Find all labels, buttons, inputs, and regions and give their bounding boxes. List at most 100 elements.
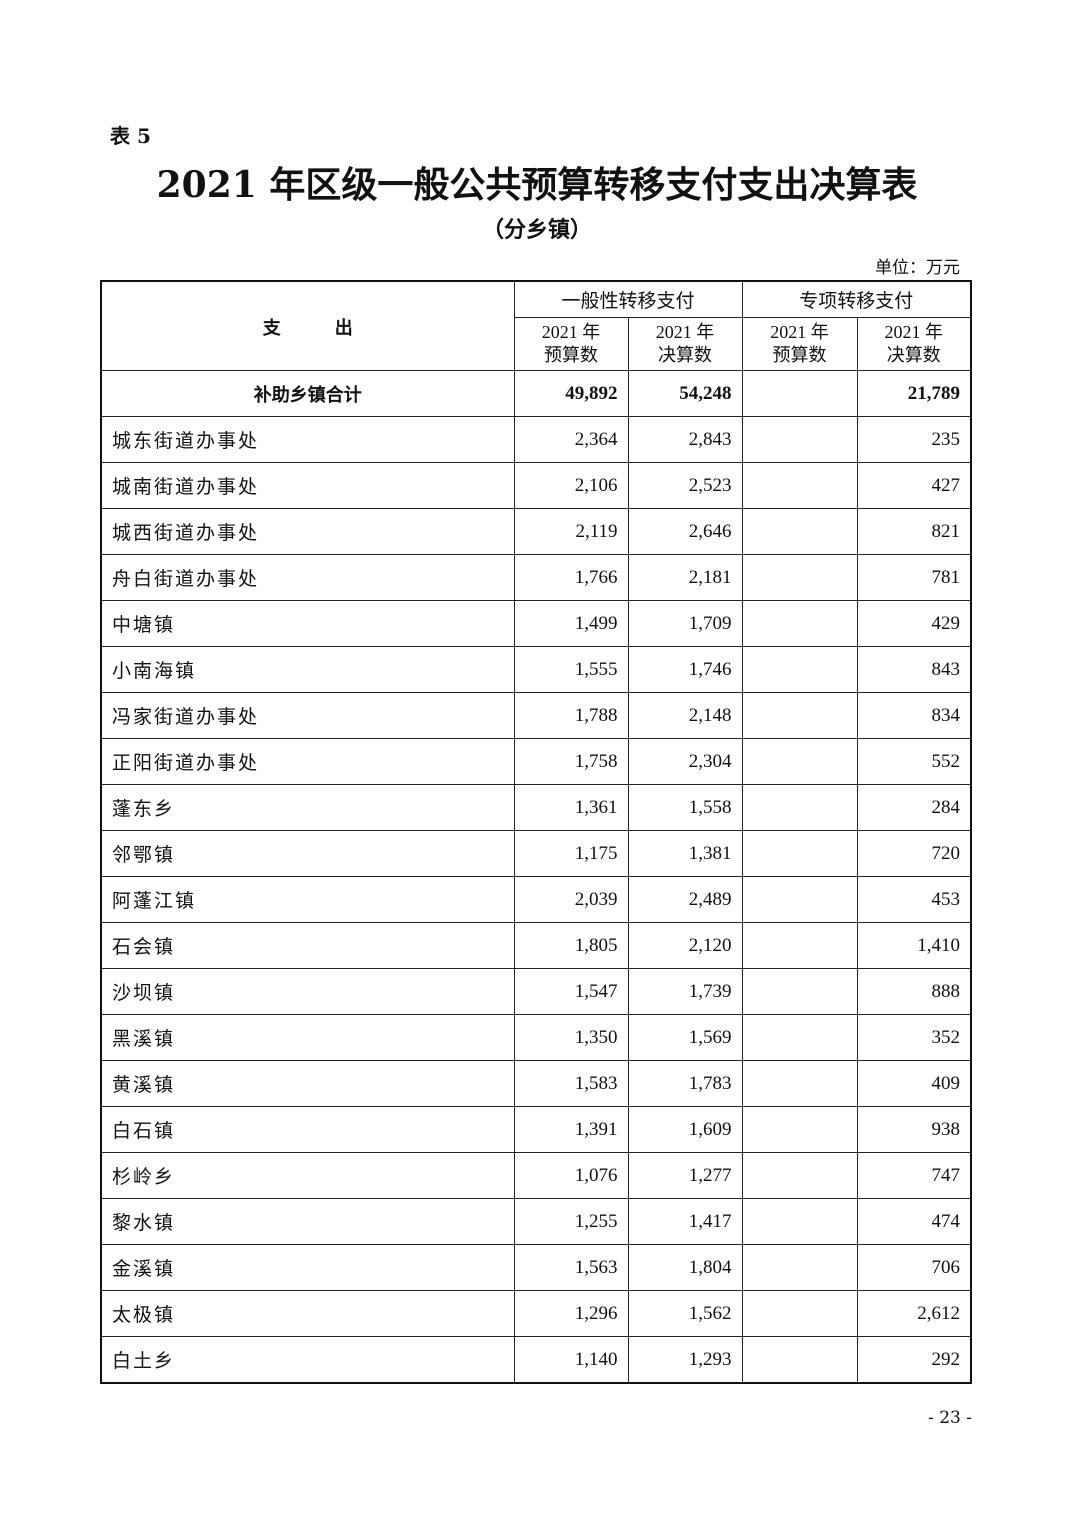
row-value — [741, 1290, 858, 1337]
row-value — [741, 1336, 858, 1384]
row-value: 2,523 — [627, 462, 743, 509]
row-value: 1,547 — [513, 968, 629, 1015]
row-value: 284 — [856, 784, 972, 831]
row-value — [741, 1152, 858, 1199]
table-row: 邻鄂镇 1,175 1,381 720 — [100, 830, 972, 877]
transfer-payment-table: 支 出 一般性转移支付 专项转移支付 2021 年 预算数 2021 年 决算数… — [100, 280, 972, 1384]
row-name: 黎水镇 — [100, 1198, 515, 1245]
row-value: 1,361 — [513, 784, 629, 831]
row-value: 1,563 — [513, 1244, 629, 1291]
table-row: 黑溪镇 1,350 1,569 352 — [100, 1014, 972, 1061]
row-value: 352 — [856, 1014, 972, 1061]
row-value: 2,489 — [627, 876, 743, 923]
row-value: 706 — [856, 1244, 972, 1291]
row-name: 邻鄂镇 — [100, 830, 515, 877]
table-row: 黎水镇 1,255 1,417 474 — [100, 1198, 972, 1245]
table-row: 小南海镇 1,555 1,746 843 — [100, 646, 972, 693]
row-name: 阿蓬江镇 — [100, 876, 515, 923]
row-value: 1,499 — [513, 600, 629, 647]
row-name: 正阳街道办事处 — [100, 738, 515, 785]
row-value — [741, 1198, 858, 1245]
row-value: 2,181 — [627, 554, 743, 601]
row-value: 235 — [856, 416, 972, 463]
row-value — [741, 416, 858, 463]
header-special-final: 2021 年 决算数 — [856, 317, 972, 371]
row-value — [741, 692, 858, 739]
row-value: 1,277 — [627, 1152, 743, 1199]
row-value: 2,148 — [627, 692, 743, 739]
table-row: 白土乡 1,140 1,293 292 — [100, 1336, 972, 1384]
table-row: 正阳街道办事处 1,758 2,304 552 — [100, 738, 972, 785]
row-value: 888 — [856, 968, 972, 1015]
total-name: 补助乡镇合计 — [100, 370, 515, 417]
row-name: 冯家街道办事处 — [100, 692, 515, 739]
row-value — [741, 508, 858, 555]
total-value: 49,892 — [513, 370, 629, 417]
row-value: 1,788 — [513, 692, 629, 739]
row-value: 2,106 — [513, 462, 629, 509]
row-value: 747 — [856, 1152, 972, 1199]
row-name: 城东街道办事处 — [100, 416, 515, 463]
row-value: 1,558 — [627, 784, 743, 831]
row-value: 1,766 — [513, 554, 629, 601]
row-value — [741, 646, 858, 693]
row-value: 453 — [856, 876, 972, 923]
row-value: 938 — [856, 1106, 972, 1153]
row-value: 843 — [856, 646, 972, 693]
row-value: 1,609 — [627, 1106, 743, 1153]
row-value — [741, 830, 858, 877]
row-value: 2,843 — [627, 416, 743, 463]
row-value — [741, 554, 858, 601]
row-value: 1,140 — [513, 1336, 629, 1384]
row-value: 474 — [856, 1198, 972, 1245]
row-value — [741, 1106, 858, 1153]
row-value: 429 — [856, 600, 972, 647]
table-label: 表 5 — [110, 124, 151, 148]
row-value — [741, 600, 858, 647]
row-name: 太极镇 — [100, 1290, 515, 1337]
row-name: 舟白街道办事处 — [100, 554, 515, 601]
header-expense-text: 支 出 — [262, 318, 353, 339]
row-value: 2,304 — [627, 738, 743, 785]
table-row: 太极镇 1,296 1,562 2,612 — [100, 1290, 972, 1337]
table-row: 舟白街道办事处 1,766 2,181 781 — [100, 554, 972, 601]
row-value: 834 — [856, 692, 972, 739]
table-row: 城西街道办事处 2,119 2,646 821 — [100, 508, 972, 555]
row-name: 城西街道办事处 — [100, 508, 515, 555]
table-row: 白石镇 1,391 1,609 938 — [100, 1106, 972, 1153]
row-value: 1,709 — [627, 600, 743, 647]
table-row: 杉岭乡 1,076 1,277 747 — [100, 1152, 972, 1199]
row-value: 1,410 — [856, 922, 972, 969]
row-value — [741, 968, 858, 1015]
table-row: 石会镇 1,805 2,120 1,410 — [100, 922, 972, 969]
row-value: 1,350 — [513, 1014, 629, 1061]
row-value: 2,119 — [513, 508, 629, 555]
header-special-budget: 2021 年 预算数 — [741, 317, 858, 371]
total-value — [741, 370, 858, 417]
row-name: 黑溪镇 — [100, 1014, 515, 1061]
row-name: 沙坝镇 — [100, 968, 515, 1015]
row-name: 城南街道办事处 — [100, 462, 515, 509]
row-value: 2,646 — [627, 508, 743, 555]
row-value: 1,417 — [627, 1198, 743, 1245]
row-value: 1,555 — [513, 646, 629, 693]
table-row: 黄溪镇 1,583 1,783 409 — [100, 1060, 972, 1107]
row-value: 1,746 — [627, 646, 743, 693]
row-name: 小南海镇 — [100, 646, 515, 693]
row-value: 1,583 — [513, 1060, 629, 1107]
header-special-transfer: 专项转移支付 — [741, 280, 972, 318]
row-name: 金溪镇 — [100, 1244, 515, 1291]
header-expense: 支 出 — [100, 280, 515, 371]
row-value — [741, 462, 858, 509]
row-value: 2,612 — [856, 1290, 972, 1337]
row-value: 552 — [856, 738, 972, 785]
table-row: 蓬东乡 1,361 1,558 284 — [100, 784, 972, 831]
row-name: 白石镇 — [100, 1106, 515, 1153]
total-value: 21,789 — [856, 370, 972, 417]
row-value — [741, 876, 858, 923]
table-row: 沙坝镇 1,547 1,739 888 — [100, 968, 972, 1015]
page-subtitle: （分乡镇） — [481, 217, 592, 243]
row-name: 杉岭乡 — [100, 1152, 515, 1199]
row-name: 黄溪镇 — [100, 1060, 515, 1107]
row-value: 1,783 — [627, 1060, 743, 1107]
